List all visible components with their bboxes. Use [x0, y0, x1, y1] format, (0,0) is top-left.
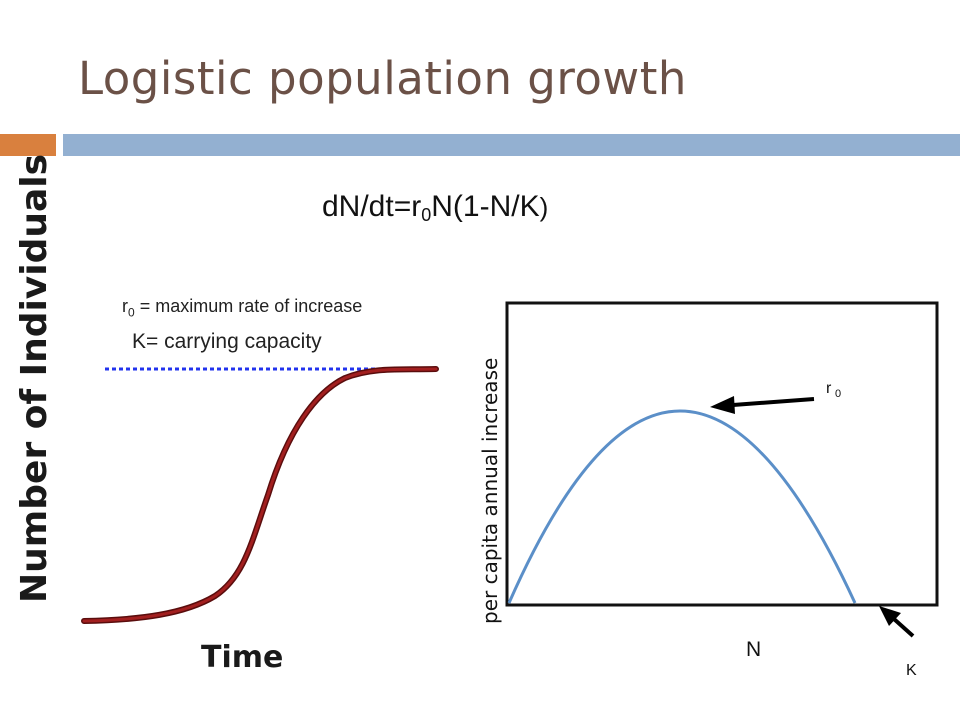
r0-definition: r0 = maximum rate of increase: [122, 296, 362, 320]
slide-title: Logistic population growth: [78, 52, 687, 105]
left-x-axis-label: Time: [201, 640, 283, 675]
right-graph-frame: [505, 301, 939, 607]
left-y-axis-label: Number of Individuals: [14, 154, 55, 603]
equation-part2: N(1-N/K: [431, 190, 540, 223]
logistic-growth-curve-highlight: [82, 367, 438, 623]
r0-peak-label: r: [826, 380, 832, 397]
title-accent-bar: [0, 134, 56, 156]
right-x-axis-label: N: [746, 638, 761, 661]
r0-peak-label-sub: 0: [835, 388, 841, 400]
right-per-capita-graph: per capita annual increase N r 0 K: [478, 301, 939, 679]
title-underline-bar: [63, 134, 960, 156]
equation-subscript: 0: [421, 205, 432, 225]
logistic-growth-curve: [81, 366, 439, 624]
k-arrow-head: [879, 606, 901, 626]
logistic-equation: dN/dt=r0N(1-N/K): [322, 190, 548, 226]
r0-subscript: 0: [128, 305, 135, 320]
k-label: K: [906, 662, 917, 679]
right-y-axis-label: per capita annual increase: [478, 358, 502, 624]
left-logistic-graph: Number of Individuals Time: [14, 154, 439, 675]
r0-arrow-shaft: [732, 397, 815, 407]
r0-symbol: r: [122, 296, 128, 316]
r0-arrow-head: [710, 396, 735, 414]
r0-definition-text: = maximum rate of increase: [134, 296, 363, 316]
per-capita-curve: [507, 409, 857, 604]
k-definition: K= carrying capacity: [132, 330, 322, 353]
k-arrow-shaft: [892, 617, 915, 638]
equation-part1: dN/dt=r: [322, 190, 422, 223]
equation-part3: ): [539, 192, 549, 222]
